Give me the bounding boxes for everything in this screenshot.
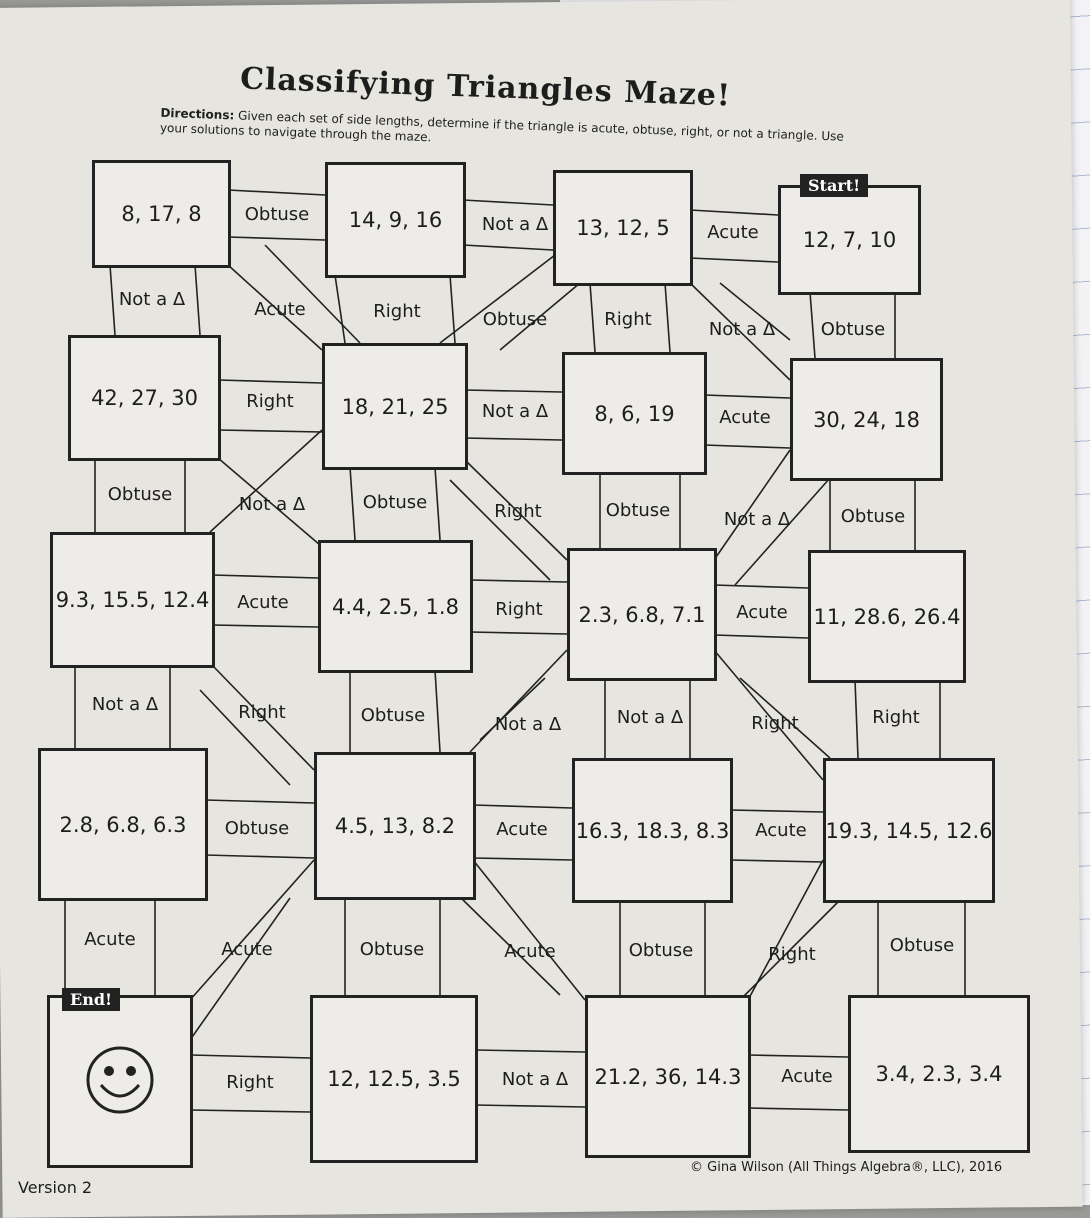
maze-box: 2.8, 6.8, 6.3 bbox=[38, 748, 208, 901]
path-label: Obtuse bbox=[360, 705, 426, 726]
path-label: Acute bbox=[84, 929, 136, 950]
path-label: Right bbox=[238, 702, 286, 723]
path-label: Acute bbox=[755, 820, 807, 841]
end-box bbox=[47, 995, 193, 1168]
path-label: Acute bbox=[719, 407, 771, 428]
path-label: Obtuse bbox=[224, 818, 290, 839]
maze-box: 13, 12, 5 bbox=[553, 170, 693, 286]
path-label: Right bbox=[373, 301, 421, 322]
path-label: Acute bbox=[504, 941, 556, 962]
path-label: Acute bbox=[736, 602, 788, 623]
path-label: Not a Δ bbox=[91, 694, 159, 715]
path-label: Not a Δ bbox=[494, 714, 562, 735]
version-label: Version 2 bbox=[18, 1178, 93, 1197]
start-box: 12, 7, 10 bbox=[778, 185, 921, 295]
path-label: Right bbox=[495, 599, 543, 620]
path-label: Right bbox=[604, 309, 652, 330]
maze-box: 11, 28.6, 26.4 bbox=[808, 550, 966, 683]
path-label: Acute bbox=[221, 939, 273, 960]
path-label: Acute bbox=[496, 819, 548, 840]
maze-box: 14, 9, 16 bbox=[325, 162, 466, 278]
maze-box: 18, 21, 25 bbox=[322, 343, 468, 470]
path-label: Acute bbox=[237, 592, 289, 613]
path-label: Acute bbox=[254, 299, 306, 320]
path-label: Obtuse bbox=[605, 500, 671, 521]
path-label: Obtuse bbox=[482, 309, 548, 330]
path-label: Right bbox=[246, 391, 294, 412]
path-label: Not a Δ bbox=[481, 214, 549, 235]
path-label: Obtuse bbox=[244, 204, 310, 225]
maze-box: 3.4, 2.3, 3.4 bbox=[848, 995, 1030, 1153]
copyright: © Gina Wilson (All Things Algebra®, LLC)… bbox=[690, 1160, 1003, 1175]
maze-box: 9.3, 15.5, 12.4 bbox=[50, 532, 215, 668]
maze-box: 4.4, 2.5, 1.8 bbox=[318, 540, 473, 673]
maze-box: 4.5, 13, 8.2 bbox=[314, 752, 476, 900]
path-label: Obtuse bbox=[820, 319, 886, 340]
path-label: Right bbox=[768, 944, 816, 965]
maze-box: 30, 24, 18 bbox=[790, 358, 943, 481]
path-label: Not a Δ bbox=[723, 509, 791, 530]
path-label: Obtuse bbox=[362, 492, 428, 513]
path-label: Obtuse bbox=[889, 935, 955, 956]
path-label: Right bbox=[751, 713, 799, 734]
maze-box: 8, 6, 19 bbox=[562, 352, 707, 475]
end-tag: End! bbox=[62, 988, 121, 1011]
path-label: Obtuse bbox=[107, 484, 173, 505]
path-label: Not a Δ bbox=[501, 1069, 569, 1090]
start-tag: Start! bbox=[800, 174, 869, 197]
path-label: Obtuse bbox=[359, 939, 425, 960]
smiley-face-icon bbox=[86, 1046, 154, 1114]
maze-box: 42, 27, 30 bbox=[68, 335, 221, 461]
maze-box: 16.3, 18.3, 8.3 bbox=[572, 758, 733, 903]
path-label: Not a Δ bbox=[616, 707, 684, 728]
path-label: Not a Δ bbox=[238, 494, 306, 515]
maze-box: 8, 17, 8 bbox=[92, 160, 231, 268]
maze-box: 2.3, 6.8, 7.1 bbox=[567, 548, 717, 681]
path-label: Not a Δ bbox=[118, 289, 186, 310]
path-label: Not a Δ bbox=[708, 319, 776, 340]
maze-box: 12, 12.5, 3.5 bbox=[310, 995, 478, 1163]
path-label: Obtuse bbox=[628, 940, 694, 961]
path-label: Right bbox=[226, 1072, 274, 1093]
path-label: Obtuse bbox=[840, 506, 906, 527]
path-label: Not a Δ bbox=[481, 401, 549, 422]
maze-box: 19.3, 14.5, 12.6 bbox=[823, 758, 995, 903]
path-label: Right bbox=[494, 501, 542, 522]
path-label: Right bbox=[872, 707, 920, 728]
path-label: Acute bbox=[781, 1066, 833, 1087]
maze-box: 21.2, 36, 14.3 bbox=[585, 995, 751, 1158]
path-label: Acute bbox=[707, 222, 759, 243]
